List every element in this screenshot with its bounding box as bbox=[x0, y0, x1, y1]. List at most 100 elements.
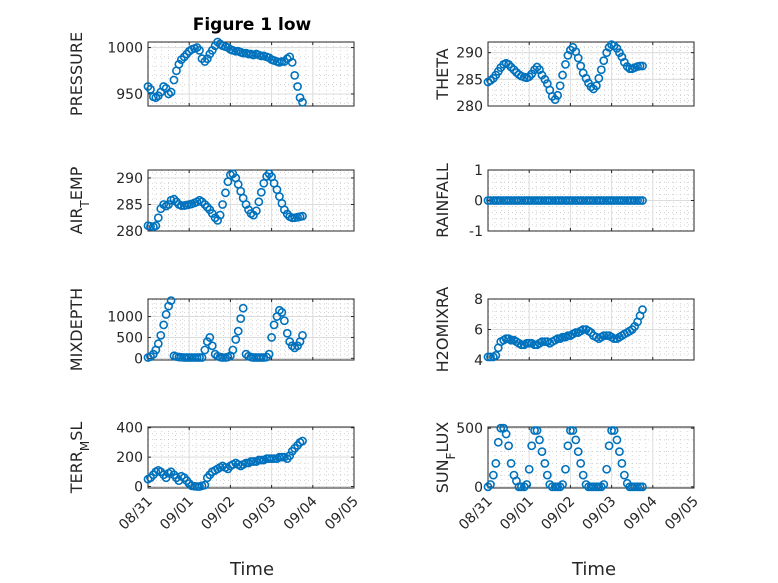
y-axis-label: THETA bbox=[433, 48, 452, 100]
axes-box bbox=[487, 426, 695, 489]
y-axis-label: SUNFLUX bbox=[433, 422, 458, 494]
y-tick-label: 6 bbox=[474, 323, 483, 339]
data-point bbox=[553, 90, 563, 100]
data-point bbox=[285, 451, 295, 461]
x-axis-label-right: Time bbox=[571, 559, 616, 580]
data-point bbox=[617, 458, 627, 468]
data-point bbox=[561, 60, 570, 69]
data-point bbox=[555, 81, 565, 91]
data-point bbox=[262, 171, 272, 181]
data-point bbox=[249, 457, 258, 466]
data-point bbox=[596, 482, 606, 492]
data-point bbox=[506, 458, 516, 468]
data-point bbox=[287, 341, 297, 351]
y-tick-label: 1 bbox=[474, 163, 483, 179]
data-point bbox=[638, 305, 647, 315]
data-point bbox=[576, 458, 586, 468]
data-point bbox=[516, 340, 526, 350]
data-point bbox=[491, 351, 501, 360]
data-point bbox=[586, 82, 596, 92]
y-tick-label: 285 bbox=[456, 72, 483, 88]
data-point bbox=[596, 65, 606, 75]
data-point bbox=[200, 200, 210, 209]
data-point bbox=[238, 303, 248, 313]
data-point bbox=[290, 70, 300, 80]
data-point bbox=[558, 332, 567, 342]
y-axis-label: PRESSURE bbox=[67, 32, 86, 116]
data-point bbox=[535, 435, 544, 445]
data-point bbox=[619, 470, 629, 480]
data-point bbox=[571, 435, 581, 445]
data-point bbox=[599, 480, 609, 489]
data-point bbox=[537, 337, 547, 347]
y-tick-label: 500 bbox=[116, 330, 143, 346]
y-tick-label: 285 bbox=[116, 197, 143, 213]
axes-box bbox=[487, 41, 695, 107]
data-point bbox=[612, 44, 622, 53]
data-point bbox=[493, 437, 503, 447]
data-point bbox=[516, 482, 526, 492]
data-point bbox=[612, 435, 622, 445]
data-point bbox=[256, 187, 266, 197]
y-tick-label: 290 bbox=[116, 171, 143, 187]
data-point bbox=[298, 97, 307, 107]
data-point bbox=[578, 325, 588, 334]
data-point bbox=[236, 314, 246, 324]
data-point bbox=[200, 345, 210, 355]
data-point bbox=[195, 45, 204, 55]
panel-air_temp: 280 285 290 AIRTEMP bbox=[67, 166, 355, 240]
data-point bbox=[581, 73, 591, 83]
data-point bbox=[604, 441, 614, 451]
data-point bbox=[609, 334, 619, 344]
data-point bbox=[159, 320, 169, 330]
data-point bbox=[527, 441, 537, 451]
data-point bbox=[254, 197, 264, 207]
data-point bbox=[573, 53, 583, 63]
data-point bbox=[496, 423, 506, 433]
y-tick-label: 4 bbox=[474, 353, 483, 369]
data-point bbox=[153, 213, 163, 223]
data-point bbox=[202, 54, 212, 64]
data-point bbox=[169, 194, 179, 204]
data-point bbox=[491, 458, 501, 468]
data-point bbox=[233, 326, 243, 336]
data-point bbox=[156, 330, 166, 340]
data-point bbox=[591, 81, 601, 91]
data-point bbox=[166, 87, 176, 97]
data-point bbox=[174, 59, 184, 69]
data-point bbox=[282, 328, 292, 338]
data-point bbox=[169, 75, 179, 85]
data-point bbox=[561, 464, 570, 474]
data-point bbox=[269, 454, 279, 464]
data-point bbox=[202, 202, 212, 212]
data-point bbox=[279, 316, 289, 326]
data-point bbox=[197, 353, 207, 362]
data-point bbox=[221, 188, 230, 198]
data-point bbox=[522, 480, 532, 489]
y-tick-label: 500 bbox=[456, 421, 483, 437]
y-axis-label: TERRMSL bbox=[67, 422, 92, 495]
data-point bbox=[486, 352, 495, 362]
data-point bbox=[228, 345, 238, 355]
figure-title: Figure 1 low bbox=[193, 15, 312, 35]
data-point bbox=[578, 470, 588, 480]
data-point bbox=[638, 482, 647, 492]
y-axis-label: RAINFALL bbox=[433, 163, 452, 238]
data-point bbox=[615, 447, 624, 457]
data-point bbox=[298, 211, 307, 221]
y-tick-label: 280 bbox=[456, 99, 483, 115]
data-point bbox=[550, 95, 560, 104]
data-point bbox=[615, 48, 624, 58]
data-point bbox=[540, 458, 550, 468]
data-point bbox=[146, 84, 155, 94]
y-tick-label: -1 bbox=[469, 224, 483, 240]
data-point bbox=[486, 480, 495, 489]
axes-box bbox=[147, 41, 355, 107]
data-point bbox=[483, 482, 493, 492]
y-tick-label: 950 bbox=[116, 87, 143, 103]
data-point bbox=[267, 333, 276, 342]
y-tick-label: 0 bbox=[134, 480, 143, 496]
data-point bbox=[269, 320, 279, 330]
